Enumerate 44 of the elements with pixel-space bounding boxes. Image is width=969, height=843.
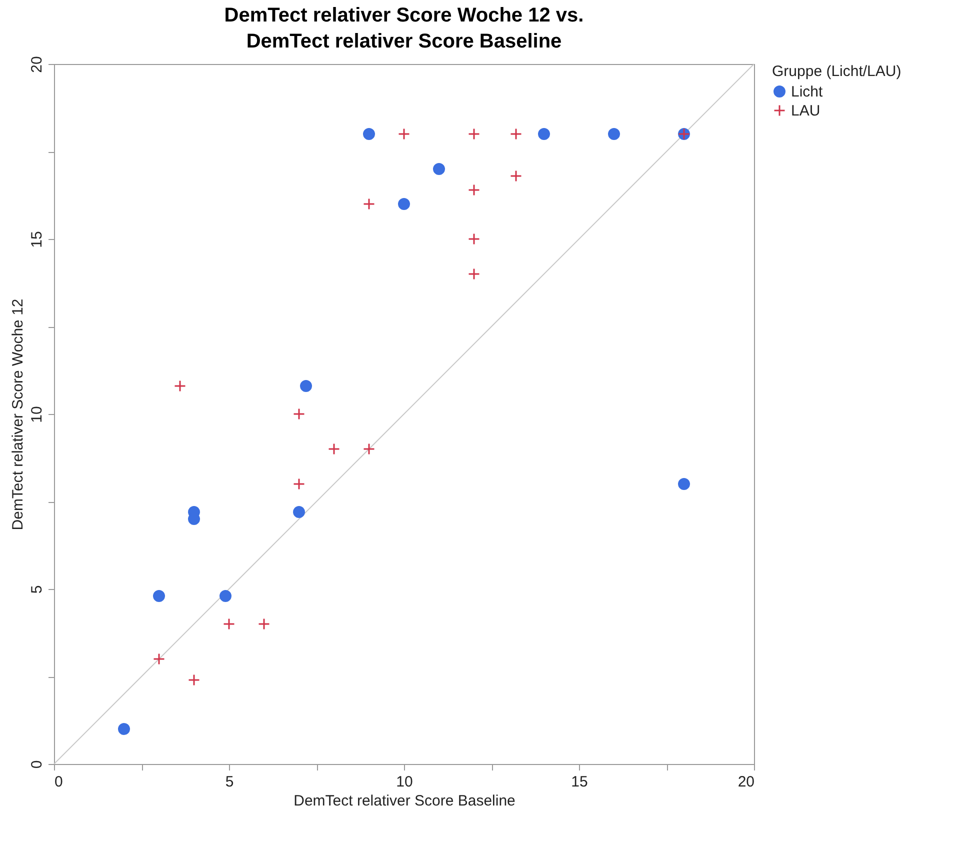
- x-tick-label: 20: [738, 774, 754, 790]
- legend-label: Licht: [791, 84, 824, 100]
- point: [538, 128, 550, 140]
- point: [510, 128, 522, 140]
- x-tick-label: 0: [54, 774, 63, 790]
- point: [220, 590, 232, 602]
- point: [398, 128, 410, 140]
- point: [118, 723, 130, 735]
- point: [678, 478, 690, 490]
- x-tick-label: 10: [396, 774, 413, 790]
- x-tick-label: 5: [225, 774, 234, 790]
- y-tick-label: 10: [28, 406, 46, 423]
- point: [293, 506, 305, 518]
- point: [398, 198, 410, 210]
- point: [293, 408, 305, 420]
- y-tick-label: 20: [28, 56, 46, 73]
- point: [223, 618, 235, 630]
- point: [468, 184, 480, 196]
- point: [188, 674, 200, 686]
- chart-title: DemTect relativer Score Woche 12 vs. DemTect relativer Score Baseline: [224, 4, 584, 53]
- point: [363, 198, 375, 210]
- point: [153, 590, 165, 602]
- y-axis-title: DemTect relativer Score Woche 12: [10, 298, 26, 530]
- point: [468, 128, 480, 140]
- point: [153, 653, 165, 665]
- point: [363, 128, 375, 140]
- point: [510, 170, 522, 182]
- y-tick-label: 15: [28, 231, 46, 248]
- legend-title: Gruppe (Licht/LAU): [772, 63, 902, 80]
- point: [468, 268, 480, 280]
- point: [174, 380, 186, 392]
- x-tick-label: 15: [571, 774, 588, 790]
- point: [468, 233, 480, 245]
- point: [300, 380, 312, 392]
- point: [258, 618, 270, 630]
- point: [293, 478, 305, 490]
- y-tick-label: 0: [28, 760, 46, 769]
- x-axis-title: DemTect relativer Score Baseline: [294, 792, 516, 810]
- point: [433, 163, 445, 175]
- point: [328, 443, 340, 455]
- point: [608, 128, 620, 140]
- y-tick-label: 5: [28, 585, 46, 594]
- legend-label: LAU: [791, 102, 820, 120]
- point: [363, 443, 375, 455]
